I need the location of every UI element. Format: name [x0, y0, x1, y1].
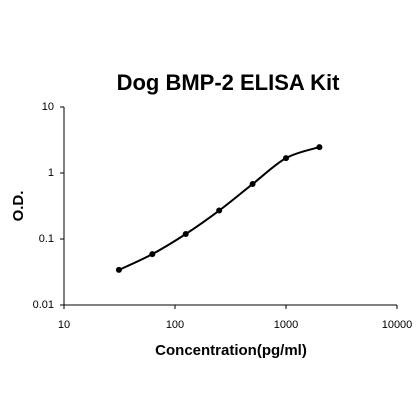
point: [283, 155, 289, 162]
x-axis-label: Concentration(pg/ml): [155, 342, 307, 359]
y-tick-label: 0.01: [33, 299, 54, 311]
point: [216, 207, 223, 214]
y-axis-label: O.D.: [10, 191, 27, 222]
y-tick-label: 0.1: [39, 233, 54, 245]
point: [316, 144, 323, 151]
point: [149, 251, 156, 258]
x-tick-label: 100: [166, 319, 184, 331]
point: [115, 266, 122, 273]
y-tick-label: 1: [48, 167, 54, 179]
x-tick-label: 10: [58, 319, 70, 331]
x-tick-label: 1000: [274, 319, 298, 331]
point: [249, 181, 256, 188]
point: [182, 231, 189, 238]
x-tick-label: 10000: [382, 319, 413, 331]
y-tick-label: 10: [42, 101, 54, 113]
chart-title: Dog BMP-2 ELISA Kit: [117, 70, 341, 95]
